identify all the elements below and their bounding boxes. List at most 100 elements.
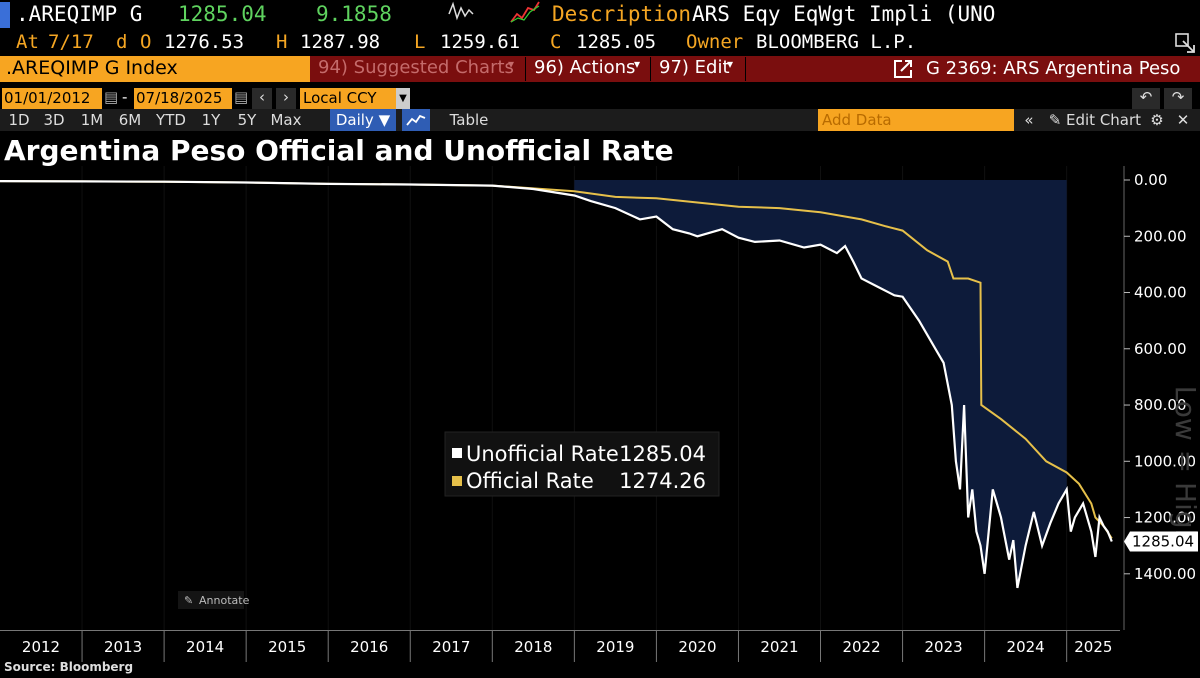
y-tick-label: 0.00 [1134, 171, 1167, 189]
price-change: 9.1858 [316, 2, 392, 26]
external-link-icon[interactable] [892, 58, 914, 84]
tab-1d[interactable]: 1D [8, 111, 30, 129]
edit-label: 97) Edit [659, 57, 730, 78]
collapse-icon[interactable]: « [1024, 111, 1034, 129]
period-select[interactable]: Daily ▼ [330, 109, 396, 131]
date-range-separator: - [122, 88, 128, 106]
chart-settings-icon[interactable]: ⚙ [1150, 111, 1164, 129]
chart-sparkline-icon[interactable] [510, 0, 540, 29]
tab-1m[interactable]: 1M [80, 111, 104, 129]
high-label: H [276, 31, 288, 53]
menu-divider [650, 57, 651, 81]
x-tick-label: 2019 [596, 638, 634, 656]
menu-divider [745, 57, 746, 81]
y-tick-label: 1400.00 [1134, 565, 1196, 583]
at-label: At [16, 31, 39, 53]
suggested-charts-menu[interactable]: 94) Suggested Charts ▾ [312, 56, 524, 82]
edit-menu[interactable]: 97) Edit ▾ [655, 56, 743, 82]
pencil-icon: ✎ [1048, 111, 1062, 129]
add-data-input[interactable]: Add Data [818, 109, 1014, 131]
x-tick-label: 2023 [924, 638, 962, 656]
currency-select[interactable]: Local CCY [300, 88, 396, 109]
x-tick-label: 2024 [1007, 638, 1045, 656]
calendar-icon[interactable]: ▤ [234, 88, 249, 106]
legend-value-official: 1274.26 [619, 469, 706, 493]
legend-swatch-unofficial [452, 448, 462, 458]
tab-ytd[interactable]: YTD [156, 111, 186, 129]
annotate-button[interactable]: ✎ Annotate [178, 591, 250, 609]
x-tick-label: 2021 [760, 638, 798, 656]
actions-label: 96) Actions [534, 57, 636, 78]
source-note: Source: Bloomberg [4, 660, 134, 674]
x-tick-label: 2015 [268, 638, 306, 656]
quote-row: At 7/17 d O 1276.53 H 1287.98 L 1259.61 … [0, 30, 1200, 56]
open-value: 1276.53 [164, 31, 245, 53]
tab-6m[interactable]: 6M [118, 111, 142, 129]
close-label: C [550, 31, 562, 53]
calendar-icon[interactable]: ▤ [104, 88, 119, 106]
chart-title: Argentina Peso Official and Unofficial R… [4, 134, 674, 167]
x-tick-label: 2013 [104, 638, 142, 656]
y-tick-label: 200.00 [1134, 227, 1187, 245]
tab-3d[interactable]: 3D [43, 111, 65, 129]
y-axis: 0.00 200.00 400.00 600.00 800.00 1000.00 1200.… [1123, 166, 1196, 630]
line-chart-icon[interactable] [402, 109, 430, 131]
low-label: L [414, 31, 426, 53]
x-tick-label: 2022 [842, 638, 880, 656]
chevron-right-icon[interactable]: › [276, 88, 296, 109]
suggested-charts-label: 94) Suggested Charts [318, 57, 514, 78]
actions-menu[interactable]: 96) Actions ▾ [530, 56, 648, 82]
edit-chart-button[interactable]: Edit Chart [1066, 111, 1142, 129]
tab-5y[interactable]: 5Y [237, 111, 257, 129]
y-axis-label: Low = High [1169, 386, 1200, 547]
last-value-tag: 1285.04 [1124, 531, 1198, 552]
menu-divider [525, 57, 526, 81]
spread-fill [574, 180, 1067, 588]
currency-dropdown-icon[interactable]: ▼ [396, 88, 410, 109]
x-tick-label: 2017 [432, 638, 470, 656]
tools-icon[interactable]: ✕ [1176, 111, 1190, 129]
y-tick-label: 400.00 [1134, 284, 1187, 302]
x-tick-label: 2018 [514, 638, 552, 656]
security-color-swatch [0, 2, 10, 28]
redo-icon[interactable]: ↷ [1164, 88, 1192, 109]
security-header: .AREQIMP G 1285.04 9.1858 Description AR… [0, 0, 1200, 30]
x-tick-label: 2020 [678, 638, 716, 656]
x-axis-background [0, 630, 1120, 662]
popout-icon[interactable] [1174, 32, 1196, 59]
x-tick-label: 2012 [22, 638, 60, 656]
security-input-text: .AREQIMP G Index [6, 57, 178, 79]
start-date-input[interactable]: 01/01/2012 [2, 88, 102, 109]
tab-max[interactable]: Max [270, 111, 302, 129]
x-tick-label: 2014 [186, 638, 224, 656]
annotate-label: Annotate [199, 594, 250, 607]
y-tick-label: 1200.00 [1134, 509, 1196, 527]
close-value: 1285.05 [576, 31, 657, 53]
ticker-name: .AREQIMP G [16, 2, 143, 26]
y-tick-label: 600.00 [1134, 340, 1187, 358]
chart-id-title: G 2369: ARS Argentina Peso [926, 58, 1181, 79]
annotate-button-bg [178, 591, 244, 609]
legend-label-official: Official Rate [466, 469, 594, 493]
end-date-input[interactable]: 07/18/2025 [134, 88, 232, 109]
undo-icon[interactable]: ↶ [1132, 88, 1160, 109]
at-date: 7/17 [48, 31, 94, 53]
legend-box [444, 431, 720, 497]
x-axis: 2012 2013 2014 2015 2016 2017 2018 2019 2020 2021… [0, 630, 1120, 662]
y-tick-label: 800.00 [1134, 396, 1187, 414]
tab-1y[interactable]: 1Y [201, 111, 221, 129]
owner-label: Owner [686, 31, 744, 53]
high-value: 1287.98 [300, 31, 381, 53]
series-line-unofficial [0, 180, 1113, 589]
security-input[interactable]: .AREQIMP G Index [0, 56, 310, 82]
legend-swatch-official [452, 476, 462, 486]
pencil-icon: ✎ [184, 594, 193, 607]
table-tab[interactable]: Table [449, 111, 489, 129]
description-value: ARS Eqy EqWgt Impli (UNO [692, 2, 996, 26]
dropdown-arrow-icon: ▾ [508, 57, 515, 71]
y-tick-label: 1000.00 [1134, 452, 1196, 470]
chevron-left-icon[interactable]: ‹ [252, 88, 272, 109]
currency-text: Local CCY [303, 89, 377, 107]
x-tick-label: 2025 [1074, 638, 1112, 656]
last-value-marker [1124, 531, 1198, 552]
